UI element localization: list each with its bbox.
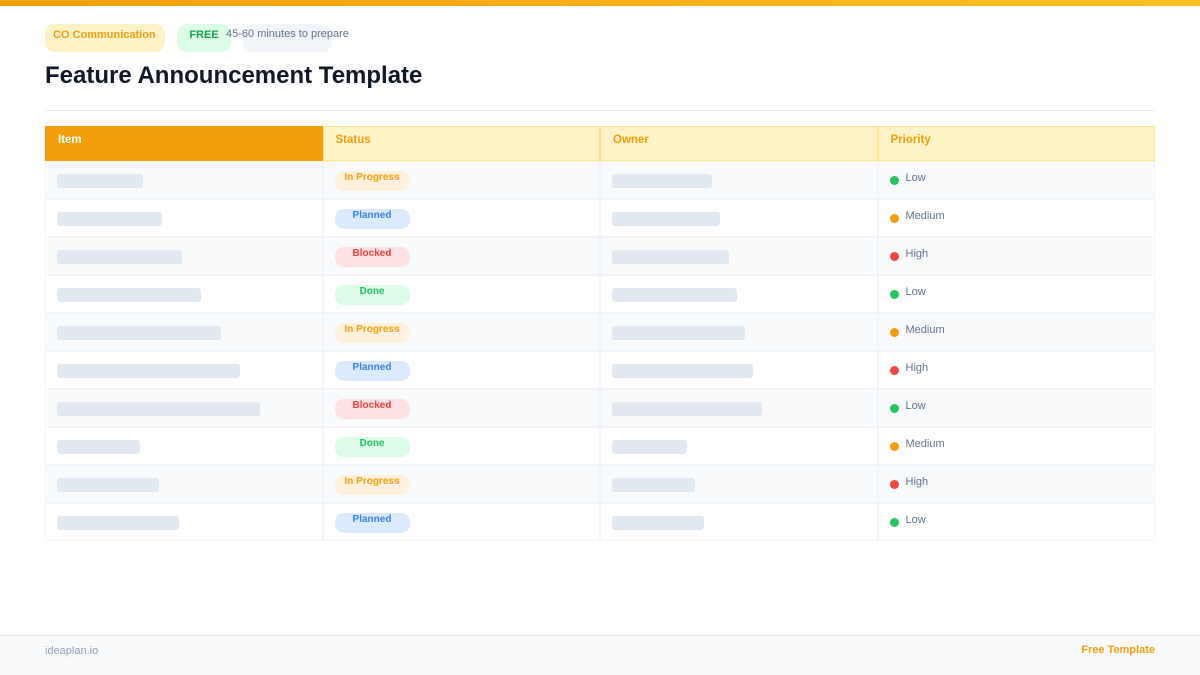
priority-dot [889,252,899,261]
time-badge: 45-60 minutes to prepare [226,28,349,40]
status-pill: In Progress [334,323,410,343]
priority-dot [889,404,899,413]
priority-label: Low [905,172,926,184]
free-badge: FREE [177,24,231,52]
item-placeholder [57,250,182,264]
owner-placeholder [612,212,720,226]
priority-label: Low [905,400,926,412]
item-placeholder [57,364,240,378]
owner-placeholder [612,364,753,378]
item-placeholder [57,288,201,302]
divider [45,110,1155,111]
owner-placeholder [612,288,737,302]
page-title: Feature Announcement Template [45,62,423,89]
priority-label: High [905,362,929,374]
category-badge: CO Communication [45,24,165,52]
priority-label: High [905,248,929,260]
table-cell [877,275,1155,313]
priority-dot [889,214,899,223]
priority-dot [889,328,899,337]
table-cell [877,199,1155,237]
item-placeholder [57,402,260,416]
column-header: Item [45,126,323,161]
top-accent [0,0,1200,6]
owner-placeholder [612,326,745,340]
priority-dot [889,366,899,375]
column-header: Owner [600,126,878,161]
priority-label: Medium [905,210,945,222]
table-cell [600,237,878,275]
item-placeholder [57,326,221,340]
owner-placeholder [612,250,729,264]
time-badge-bg [243,24,332,52]
owner-placeholder [612,174,712,188]
table-cell [877,503,1155,541]
status-pill: In Progress [334,171,410,191]
table-cell [877,161,1155,199]
table-cell [45,427,323,465]
item-placeholder [57,516,179,530]
table-cell [877,237,1155,275]
item-placeholder [57,174,143,188]
item-placeholder [57,440,140,454]
footer-site: ideaplan.io [45,645,99,657]
priority-dot [889,442,899,451]
owner-placeholder [612,402,762,416]
priority-label: Medium [905,324,945,336]
table-cell [877,313,1155,351]
column-header: Status [322,126,600,161]
priority-label: Low [905,514,926,526]
column-header: Priority [877,126,1155,161]
priority-label: High [905,476,929,488]
status-pill: Planned [334,361,410,381]
priority-dot [889,176,899,185]
footer: ideaplan.io Free Template [0,635,1200,675]
table-cell [45,503,323,541]
priority-label: Low [905,286,926,298]
status-pill: In Progress [334,475,410,495]
table-cell [877,427,1155,465]
owner-placeholder [612,478,695,492]
status-pill: Planned [334,513,410,533]
table-cell [45,313,323,351]
priority-label: Medium [905,438,945,450]
status-pill: Done [334,437,410,457]
item-placeholder [57,212,162,226]
footer-tag: Free Template [1081,644,1155,656]
status-pill: Blocked [334,399,410,419]
owner-placeholder [612,516,704,530]
priority-dot [889,290,899,299]
status-pill: Planned [334,209,410,229]
owner-placeholder [612,440,687,454]
table-cell [877,465,1155,503]
status-pill: Blocked [334,247,410,267]
priority-dot [889,480,899,489]
status-pill: Done [334,285,410,305]
priority-dot [889,518,899,527]
table-cell [877,351,1155,389]
table-cell [877,389,1155,427]
item-placeholder [57,478,159,492]
